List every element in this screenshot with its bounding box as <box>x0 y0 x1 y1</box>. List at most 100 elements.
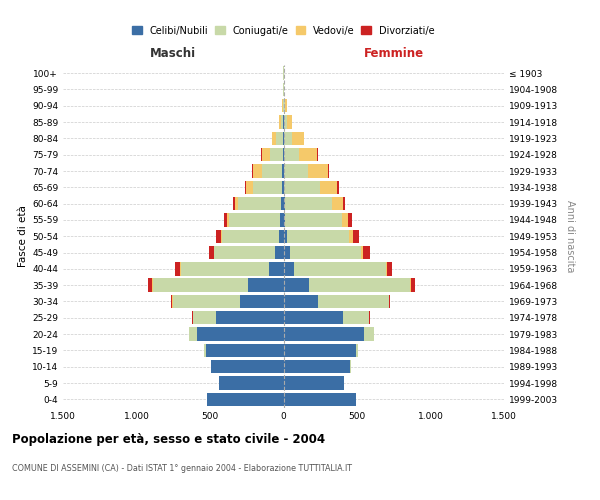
Bar <box>284 148 299 162</box>
Bar <box>284 246 290 259</box>
Bar <box>356 344 358 357</box>
Bar <box>284 278 309 292</box>
Bar <box>284 262 294 276</box>
Bar <box>216 311 284 324</box>
Bar <box>214 246 275 259</box>
Bar <box>318 295 389 308</box>
Bar <box>294 262 386 276</box>
Bar <box>284 344 356 357</box>
Bar <box>284 214 285 226</box>
Bar <box>269 148 283 162</box>
Bar <box>309 278 410 292</box>
Bar <box>387 262 392 276</box>
Bar <box>222 230 279 243</box>
Bar <box>280 214 284 226</box>
Bar <box>328 164 329 177</box>
Bar <box>299 148 317 162</box>
Bar <box>386 262 387 276</box>
Bar <box>175 262 180 276</box>
Bar <box>364 246 370 259</box>
Bar <box>284 392 356 406</box>
Bar <box>284 311 343 324</box>
Bar <box>262 164 283 177</box>
Bar <box>284 295 318 308</box>
Bar <box>211 360 284 374</box>
Bar <box>343 197 346 210</box>
Bar <box>272 132 276 145</box>
Bar <box>204 344 206 357</box>
Bar <box>197 328 284 341</box>
Bar <box>332 197 343 210</box>
Bar <box>253 180 282 194</box>
Bar <box>216 230 221 243</box>
Bar <box>245 180 246 194</box>
Text: Femmine: Femmine <box>364 47 424 60</box>
Bar <box>284 360 350 374</box>
Bar <box>219 376 284 390</box>
Bar <box>253 164 262 177</box>
Bar <box>207 392 284 406</box>
Bar <box>284 197 332 210</box>
Bar <box>285 214 342 226</box>
Bar <box>227 214 229 226</box>
Bar <box>337 180 338 194</box>
Bar <box>353 230 359 243</box>
Bar <box>349 230 353 243</box>
Text: Popolazione per età, sesso e stato civile - 2004: Popolazione per età, sesso e stato civil… <box>12 432 325 446</box>
Bar <box>281 197 284 210</box>
Bar <box>342 214 348 226</box>
Bar <box>148 278 152 292</box>
Bar <box>292 132 304 145</box>
Bar <box>206 344 284 357</box>
Bar <box>279 230 284 243</box>
Bar <box>320 180 337 194</box>
Bar <box>181 262 269 276</box>
Bar <box>284 376 344 390</box>
Bar <box>235 197 238 210</box>
Y-axis label: Anni di nascita: Anni di nascita <box>565 200 575 272</box>
Bar <box>229 214 280 226</box>
Bar <box>224 214 227 226</box>
Bar <box>287 230 349 243</box>
Bar <box>190 328 197 341</box>
Bar <box>410 278 415 292</box>
Bar <box>275 246 284 259</box>
Bar <box>246 180 253 194</box>
Bar <box>281 116 283 129</box>
Bar <box>284 164 308 177</box>
Legend: Celibi/Nubili, Coniugati/e, Vedovi/e, Divorziati/e: Celibi/Nubili, Coniugati/e, Vedovi/e, Di… <box>130 24 437 38</box>
Bar <box>240 295 284 308</box>
Y-axis label: Fasce di età: Fasce di età <box>18 206 28 267</box>
Bar <box>238 197 281 210</box>
Bar <box>279 116 281 129</box>
Bar <box>361 246 364 259</box>
Bar <box>221 230 222 243</box>
Bar <box>276 132 283 145</box>
Bar <box>283 99 284 112</box>
Bar <box>233 197 235 210</box>
Bar <box>308 164 328 177</box>
Bar <box>152 278 248 292</box>
Bar <box>248 278 284 292</box>
Bar <box>262 148 269 162</box>
Bar <box>290 246 361 259</box>
Bar <box>284 180 320 194</box>
Bar <box>283 164 284 177</box>
Bar <box>284 132 292 145</box>
Bar <box>284 116 287 129</box>
Bar <box>364 328 374 341</box>
Bar <box>348 214 352 226</box>
Bar <box>171 295 172 308</box>
Bar <box>284 328 364 341</box>
Bar <box>282 180 284 194</box>
Bar <box>284 230 287 243</box>
Bar <box>173 295 240 308</box>
Bar <box>269 262 284 276</box>
Bar <box>193 311 216 324</box>
Bar <box>284 99 287 112</box>
Text: COMUNE DI ASSEMINI (CA) - Dati ISTAT 1° gennaio 2004 - Elaborazione TUTTITALIA.I: COMUNE DI ASSEMINI (CA) - Dati ISTAT 1° … <box>12 464 352 473</box>
Text: Maschi: Maschi <box>150 47 196 60</box>
Bar <box>287 116 292 129</box>
Bar <box>343 311 369 324</box>
Bar <box>209 246 214 259</box>
